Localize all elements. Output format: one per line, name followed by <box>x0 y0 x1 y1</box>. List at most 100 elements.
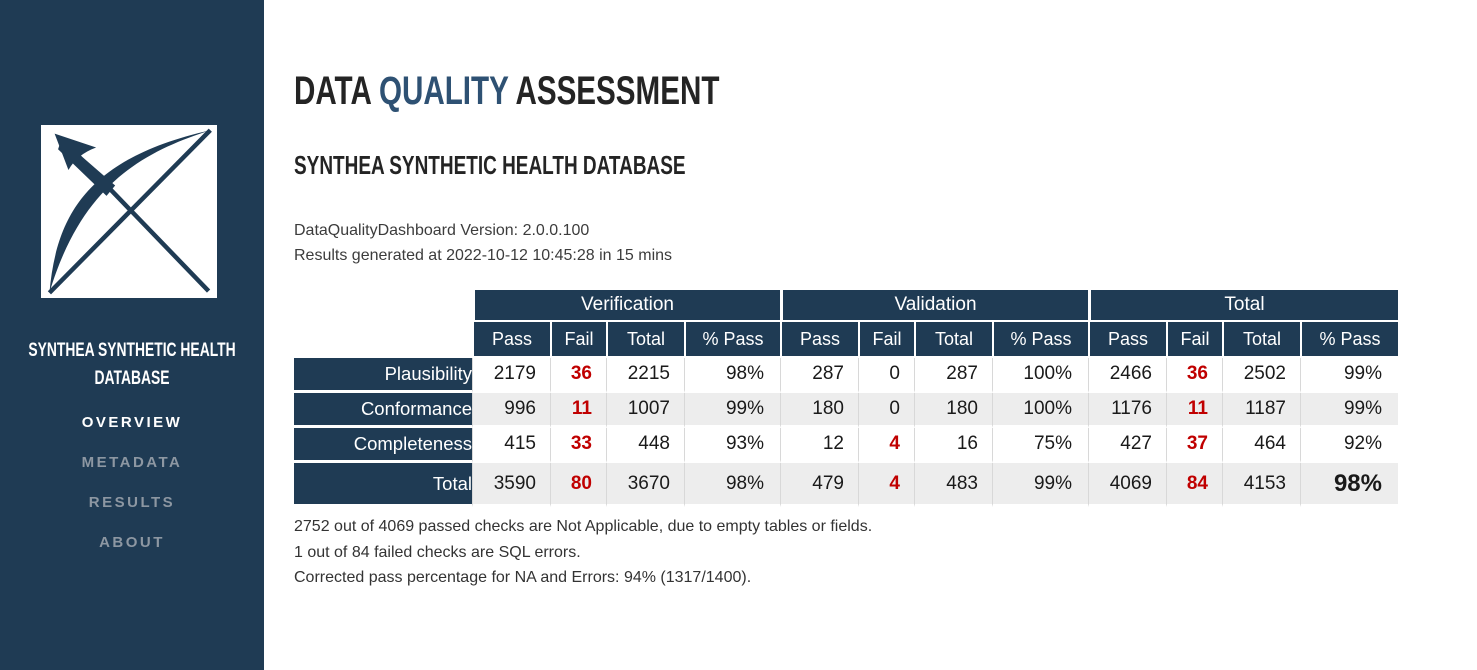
page-title-suffix: ASSESSMENT <box>508 69 720 113</box>
table-row-total: Total 3590 80 3670 98% 479 4 483 99% 406… <box>294 463 1398 507</box>
col-header-ver-fail: Fail <box>550 322 606 358</box>
conformance-tot-pass: 1176 <box>1088 393 1166 428</box>
conformance-val-fail: 0 <box>858 393 914 428</box>
conformance-tot-fail: 11 <box>1166 393 1222 428</box>
completeness-ver-pct: 93% <box>684 428 780 463</box>
conformance-ver-fail: 11 <box>550 393 606 428</box>
conformance-ver-total: 1007 <box>606 393 684 428</box>
row-label-conformance: Conformance <box>294 393 472 428</box>
sidebar-nav: OVERVIEW METADATA RESULTS ABOUT <box>0 403 264 563</box>
total-ver-total: 3670 <box>606 463 684 507</box>
sidebar-database-name-line1: SYNTHEA SYNTHETIC HEALTH <box>28 340 236 361</box>
footnote-sql-errors: 1 out of 84 failed checks are SQL errors… <box>294 543 581 561</box>
bow-arrow-logo-icon <box>42 125 216 298</box>
plausibility-ver-fail: 36 <box>550 358 606 393</box>
plausibility-val-total: 287 <box>914 358 992 393</box>
grand-total-pct: 98% <box>1300 463 1398 507</box>
footnote-not-applicable: 2752 out of 4069 passed checks are Not A… <box>294 518 873 535</box>
table-row-completeness: Completeness 415 33 448 93% 12 4 16 75% … <box>294 428 1398 463</box>
col-header-val-pct: % Pass <box>992 322 1088 358</box>
row-label-plausibility: Plausibility <box>294 358 472 393</box>
page-title: DATA QUALITY ASSESSMENT <box>294 0 1169 113</box>
plausibility-ver-pass: 2179 <box>472 358 550 393</box>
sub-header-row: Pass Fail Total % Pass Pass Fail Total %… <box>294 322 1398 358</box>
conformance-tot-total: 1187 <box>1222 393 1300 428</box>
col-header-ver-total: Total <box>606 322 684 358</box>
sidebar-item-about[interactable]: ABOUT <box>99 534 165 551</box>
group-header-total: Total <box>1088 290 1398 322</box>
completeness-val-total: 16 <box>914 428 992 463</box>
total-val-pct: 99% <box>992 463 1088 507</box>
total-ver-pct: 98% <box>684 463 780 507</box>
col-header-tot-pass: Pass <box>1088 322 1166 358</box>
app-logo <box>41 125 217 298</box>
completeness-ver-total: 448 <box>606 428 684 463</box>
col-header-val-total: Total <box>914 322 992 358</box>
completeness-tot-fail: 37 <box>1166 428 1222 463</box>
footnotes: 2752 out of 4069 passed checks are Not A… <box>294 514 1477 591</box>
page-title-prefix: DATA <box>294 69 379 113</box>
generated-line: Results generated at 2022-10-12 10:45:28… <box>294 247 673 264</box>
completeness-tot-total: 464 <box>1222 428 1300 463</box>
blank-corner-cell <box>294 290 472 358</box>
plausibility-tot-pass: 2466 <box>1088 358 1166 393</box>
main-content: DATA QUALITY ASSESSMENT SYNTHEA SYNTHETI… <box>264 0 1477 670</box>
conformance-val-total: 180 <box>914 393 992 428</box>
summary-table: Verification Validation Total Pass Fail … <box>294 290 1398 507</box>
total-ver-fail: 80 <box>550 463 606 507</box>
total-val-total: 483 <box>914 463 992 507</box>
col-header-val-pass: Pass <box>780 322 858 358</box>
page-title-accent: QUALITY <box>378 69 509 113</box>
table-row-conformance: Conformance 996 11 1007 99% 180 0 180 10… <box>294 393 1398 428</box>
conformance-tot-pct: 99% <box>1300 393 1398 428</box>
plausibility-val-fail: 0 <box>858 358 914 393</box>
col-header-tot-total: Total <box>1222 322 1300 358</box>
footnote-corrected-pct: Corrected pass percentage for NA and Err… <box>294 569 752 586</box>
sidebar-database-name: SYNTHEA SYNTHETIC HEALTH DATABASE <box>23 337 242 393</box>
sidebar: SYNTHEA SYNTHETIC HEALTH DATABASE OVERVI… <box>0 0 264 670</box>
run-metadata: DataQualityDashboard Version: 2.0.0.100 … <box>294 218 1477 268</box>
conformance-val-pass: 180 <box>780 393 858 428</box>
total-tot-fail: 84 <box>1166 463 1222 507</box>
conformance-val-pct: 100% <box>992 393 1088 428</box>
plausibility-tot-fail: 36 <box>1166 358 1222 393</box>
group-header-verification: Verification <box>472 290 780 322</box>
col-header-val-fail: Fail <box>858 322 914 358</box>
completeness-ver-pass: 415 <box>472 428 550 463</box>
sidebar-database-name-line2: DATABASE <box>94 368 170 389</box>
row-label-total: Total <box>294 463 472 507</box>
plausibility-tot-pct: 99% <box>1300 358 1398 393</box>
sidebar-item-overview[interactable]: OVERVIEW <box>81 414 183 431</box>
col-header-tot-pct: % Pass <box>1300 322 1398 358</box>
group-header-validation: Validation <box>780 290 1088 322</box>
group-header-row: Verification Validation Total <box>294 290 1398 358</box>
completeness-val-pass: 12 <box>780 428 858 463</box>
total-tot-pass: 4069 <box>1088 463 1166 507</box>
completeness-tot-pass: 427 <box>1088 428 1166 463</box>
col-header-ver-pct: % Pass <box>684 322 780 358</box>
conformance-ver-pct: 99% <box>684 393 780 428</box>
sidebar-item-metadata[interactable]: METADATA <box>81 454 183 471</box>
conformance-ver-pass: 996 <box>472 393 550 428</box>
sidebar-item-results[interactable]: RESULTS <box>88 494 176 511</box>
total-val-pass: 479 <box>780 463 858 507</box>
total-ver-pass: 3590 <box>472 463 550 507</box>
completeness-val-fail: 4 <box>858 428 914 463</box>
completeness-val-pct: 75% <box>992 428 1088 463</box>
table-row-plausibility: Plausibility 2179 36 2215 98% 287 0 287 … <box>294 358 1398 393</box>
total-val-fail: 4 <box>858 463 914 507</box>
plausibility-val-pct: 100% <box>992 358 1088 393</box>
completeness-ver-fail: 33 <box>550 428 606 463</box>
plausibility-val-pass: 287 <box>780 358 858 393</box>
row-label-completeness: Completeness <box>294 428 472 463</box>
plausibility-tot-total: 2502 <box>1222 358 1300 393</box>
col-header-ver-pass: Pass <box>472 322 550 358</box>
plausibility-ver-pct: 98% <box>684 358 780 393</box>
plausibility-ver-total: 2215 <box>606 358 684 393</box>
page-subtitle: SYNTHEA SYNTHETIC HEALTH DATABASE <box>294 150 686 180</box>
version-line: DataQualityDashboard Version: 2.0.0.100 <box>294 222 590 239</box>
total-tot-total: 4153 <box>1222 463 1300 507</box>
completeness-tot-pct: 92% <box>1300 428 1398 463</box>
col-header-tot-fail: Fail <box>1166 322 1222 358</box>
